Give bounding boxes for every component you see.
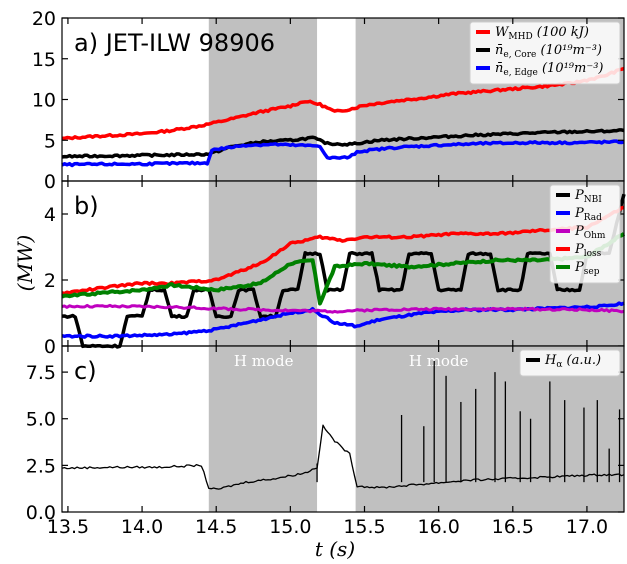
legend-box <box>519 349 621 377</box>
axes-frame <box>61 345 625 513</box>
x-tick-label: 14.0 <box>121 516 163 538</box>
x-tick-label: 15.0 <box>269 516 311 538</box>
x-tick-label: 13.5 <box>47 516 89 538</box>
y-axis-label: (MW) <box>13 235 37 292</box>
panel-label: a) JET-ILW 98906 <box>74 29 275 57</box>
x-tick-label: 16.5 <box>492 516 534 538</box>
y-tick-label: 5.0 <box>26 409 56 431</box>
series-line-p-sep <box>61 232 626 306</box>
legend-entry: PNBI <box>574 188 602 205</box>
x-tick-label: 16.0 <box>417 516 459 538</box>
legend-entry: Hα (a.u.) <box>544 353 601 370</box>
x-tick-label: 17.0 <box>566 516 608 538</box>
x-axis-label: t (s) <box>315 537 355 561</box>
shaded-region-0 <box>208 18 318 181</box>
legend-entry: Ploss <box>574 242 602 259</box>
y-tick-label: 20 <box>32 8 56 30</box>
legend-entry: WMHD (100 kJ) <box>495 25 589 42</box>
x-axis: 13.5 14.0 14.5 15.0 15.5 16.0 16.5 17.0 <box>47 516 608 538</box>
y-tick-label: 10 <box>32 90 56 112</box>
series-line-p-loss <box>61 205 625 296</box>
y-tick-label: 0.0 <box>26 502 56 524</box>
y-tick-label: 15 <box>32 49 56 71</box>
y-tick-label: 0 <box>44 171 56 193</box>
legend-entry: n̄e, Core (10¹⁹m⁻³) <box>495 43 602 60</box>
x-tick-label: 15.5 <box>343 516 385 538</box>
annotation-h-mode: H mode <box>409 352 469 370</box>
annotation-h-mode: H mode <box>234 352 294 370</box>
shaded-region-0 <box>208 346 318 512</box>
y-tick-label: 5 <box>44 130 56 152</box>
panel-label: c) <box>74 357 97 385</box>
series-line-n-e-core-10-19-m-3- <box>61 128 625 159</box>
series-line-n-e-edge-10-19-m-3- <box>61 139 625 168</box>
legend-entry: Psep <box>574 260 600 277</box>
y-tick-label: 0 <box>44 336 56 358</box>
y-tick-label: 2.5 <box>26 455 56 477</box>
y-tick-label: 4 <box>44 204 56 226</box>
series-line-p-nbi <box>61 193 626 349</box>
x-tick-label: 14.5 <box>195 516 237 538</box>
panel-c: H mode H mode 0.0 2.5 5.0 7.5 c) Hα (a.u.) <box>26 345 625 524</box>
legend-box <box>549 184 621 284</box>
legend-entry: PRad <box>574 206 602 223</box>
legend-entry: n̄e, Edge (10¹⁹m⁻³) <box>495 61 604 78</box>
legend-entry: POhm <box>574 224 606 241</box>
y-tick-label: 7.5 <box>26 362 56 384</box>
panel-label: b) <box>74 192 99 220</box>
legend-box <box>469 21 621 85</box>
series-line-w-mhd-100-kj- <box>61 66 625 141</box>
y-tick-label: 2 <box>44 270 56 292</box>
series-line-p-ohm <box>61 303 625 314</box>
